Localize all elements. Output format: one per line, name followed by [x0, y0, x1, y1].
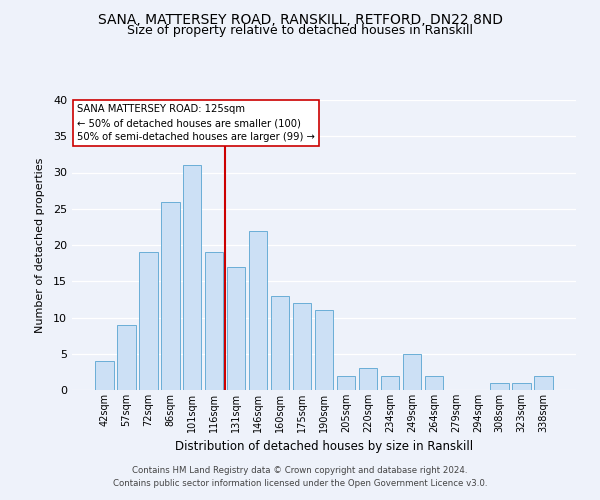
Bar [139, 252, 158, 390]
Bar [490, 383, 509, 390]
Bar [512, 383, 531, 390]
Bar [161, 202, 179, 390]
Bar [293, 303, 311, 390]
X-axis label: Distribution of detached houses by size in Ranskill: Distribution of detached houses by size … [175, 440, 473, 454]
Bar [425, 376, 443, 390]
Bar [227, 267, 245, 390]
Bar [535, 376, 553, 390]
Bar [271, 296, 289, 390]
Bar [249, 230, 268, 390]
Bar [403, 354, 421, 390]
Y-axis label: Number of detached properties: Number of detached properties [35, 158, 44, 332]
Bar [337, 376, 355, 390]
Bar [380, 376, 399, 390]
Text: SANA, MATTERSEY ROAD, RANSKILL, RETFORD, DN22 8ND: SANA, MATTERSEY ROAD, RANSKILL, RETFORD,… [97, 12, 503, 26]
Bar [359, 368, 377, 390]
Text: Contains HM Land Registry data © Crown copyright and database right 2024.
Contai: Contains HM Land Registry data © Crown c… [113, 466, 487, 487]
Bar [95, 361, 113, 390]
Text: SANA MATTERSEY ROAD: 125sqm
← 50% of detached houses are smaller (100)
50% of se: SANA MATTERSEY ROAD: 125sqm ← 50% of det… [77, 104, 315, 142]
Bar [205, 252, 223, 390]
Bar [183, 165, 202, 390]
Bar [117, 325, 136, 390]
Bar [314, 310, 334, 390]
Text: Size of property relative to detached houses in Ranskill: Size of property relative to detached ho… [127, 24, 473, 37]
